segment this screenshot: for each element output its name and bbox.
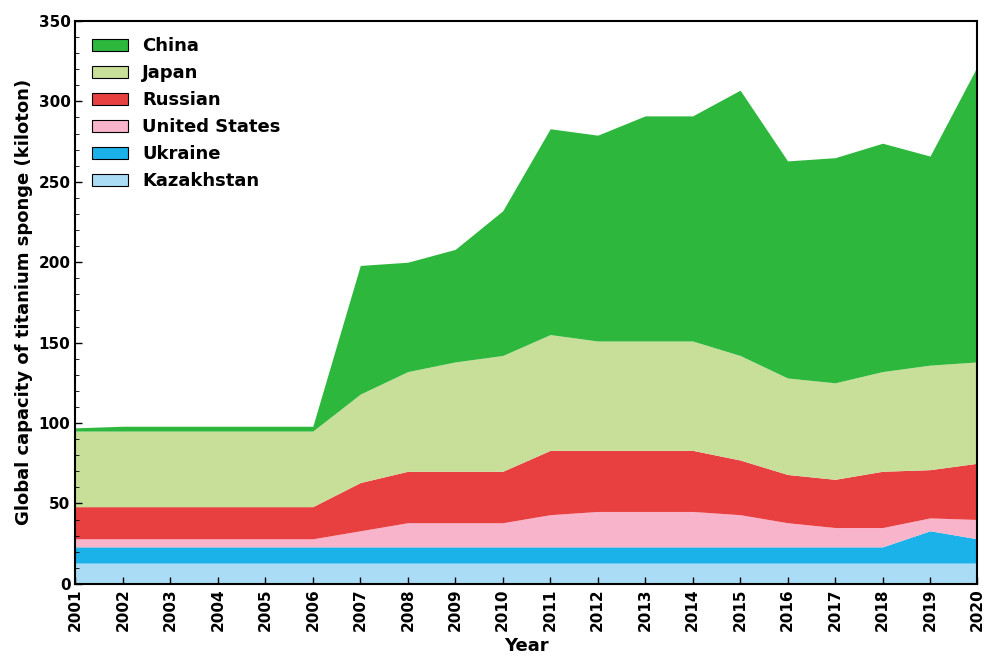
Y-axis label: Global capacity of titanium sponge (kiloton): Global capacity of titanium sponge (kilo… [15,79,33,525]
X-axis label: Year: Year [504,637,549,655]
Legend: China, Japan, Russian, United States, Ukraine, Kazakhstan: China, Japan, Russian, United States, Uk… [84,30,288,198]
